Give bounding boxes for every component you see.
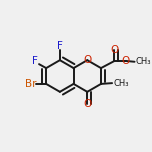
Text: CH₃: CH₃ (136, 57, 151, 66)
Text: O: O (122, 56, 130, 66)
Text: F: F (57, 41, 63, 51)
Text: Br: Br (25, 79, 36, 89)
Text: F: F (32, 56, 38, 66)
Text: O: O (83, 55, 91, 65)
Text: CH₃: CH₃ (114, 79, 130, 88)
Text: O: O (110, 45, 119, 55)
Text: O: O (83, 99, 91, 109)
